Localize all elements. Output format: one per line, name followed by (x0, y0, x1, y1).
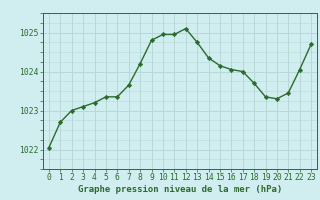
X-axis label: Graphe pression niveau de la mer (hPa): Graphe pression niveau de la mer (hPa) (78, 185, 282, 194)
